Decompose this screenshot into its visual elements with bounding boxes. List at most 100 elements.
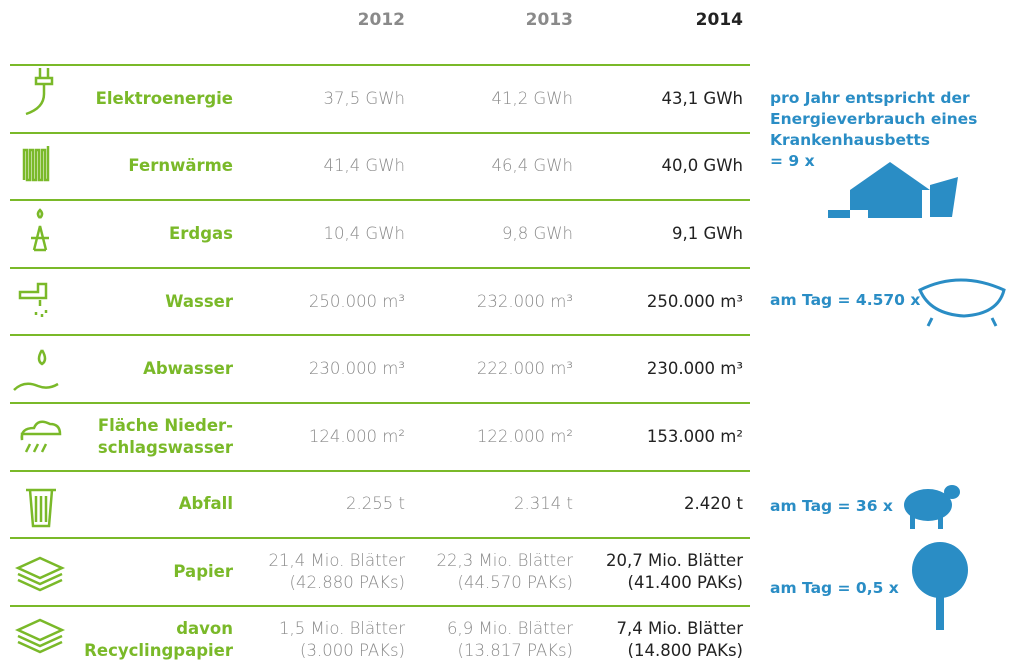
label-line: Wasser — [70, 291, 233, 313]
value-line: 1,5 Mio. Blätter — [230, 618, 405, 640]
value-line: 10,4 GWh — [230, 223, 405, 245]
value-line: 22,3 Mio. Blätter — [398, 550, 573, 572]
value-line: 9,1 GWh — [568, 223, 743, 245]
label-line: Fernwärme — [70, 155, 233, 177]
note-line: Energieverbrauch eines — [770, 109, 977, 130]
cell-value: 9,1 GWh — [568, 201, 743, 267]
value-line: 250.000 m³ — [230, 291, 405, 313]
value-line: (42.880 PAKs) — [230, 572, 405, 594]
value-line: 2.420 t — [568, 493, 743, 515]
cell-value: 250.000 m³ — [230, 269, 405, 335]
value-line: 222.000 m³ — [398, 358, 573, 380]
value-line: (13.817 PAKs) — [398, 640, 573, 662]
cell-value: 6,9 Mio. Blätter(13.817 PAKs) — [398, 607, 573, 672]
value-line: 20,7 Mio. Blätter — [568, 550, 743, 572]
note: am Tag = 36 x — [770, 496, 893, 517]
note: am Tag = 4.570 x — [770, 290, 920, 311]
value-line: 232.000 m³ — [398, 291, 573, 313]
label-line: Erdgas — [70, 223, 233, 245]
cell-value: 9,8 GWh — [398, 201, 573, 267]
note: am Tag = 0,5 x — [770, 578, 899, 599]
value-line: 124.000 m² — [230, 426, 405, 448]
note-line: pro Jahr entspricht der — [770, 88, 977, 109]
value-line: 6,9 Mio. Blätter — [398, 618, 573, 640]
cell-value: 43,1 GWh — [568, 66, 743, 132]
row-label: Papier — [70, 539, 233, 605]
value-line: 230.000 m³ — [230, 358, 405, 380]
cell-value: 46,4 GWh — [398, 134, 573, 200]
value-line: 230.000 m³ — [568, 358, 743, 380]
row-label: Erdgas — [70, 201, 233, 267]
value-line: 250.000 m³ — [568, 291, 743, 313]
cell-value: 124.000 m² — [230, 404, 405, 470]
cell-value: 40,0 GWh — [568, 134, 743, 200]
value-line: 2.255 t — [230, 493, 405, 515]
value-line: (41.400 PAKs) — [568, 572, 743, 594]
cell-value: 250.000 m³ — [568, 269, 743, 335]
note-line: Krankenhausbetts — [770, 130, 977, 151]
cell-value: 37,5 GWh — [230, 66, 405, 132]
cell-value: 153.000 m² — [568, 404, 743, 470]
label-line: Papier — [70, 561, 233, 583]
cell-value: 2.255 t — [230, 472, 405, 538]
cell-value: 21,4 Mio. Blätter(42.880 PAKs) — [230, 539, 405, 605]
cell-value: 230.000 m³ — [230, 336, 405, 402]
cell-value: 22,3 Mio. Blätter(44.570 PAKs) — [398, 539, 573, 605]
cell-value: 222.000 m³ — [398, 336, 573, 402]
value-line: 41,4 GWh — [230, 155, 405, 177]
label-line: Elektroenergie — [70, 88, 233, 110]
label-line: Fläche Nieder- — [70, 415, 233, 437]
value-line: 2.314 t — [398, 493, 573, 515]
column-header: 2012 — [245, 10, 405, 30]
value-line: 7,4 Mio. Blätter — [568, 618, 743, 640]
value-line: 37,5 GWh — [230, 88, 405, 110]
note-line: = 9 x — [770, 151, 977, 172]
cell-value: 232.000 m³ — [398, 269, 573, 335]
cell-value: 7,4 Mio. Blätter(14.800 PAKs) — [568, 607, 743, 672]
value-line: 21,4 Mio. Blätter — [230, 550, 405, 572]
row-label: Abwasser — [70, 336, 233, 402]
cell-value: 122.000 m² — [398, 404, 573, 470]
row-label: Fläche Nieder-schlagswasser — [70, 404, 233, 470]
cell-value: 1,5 Mio. Blätter(3.000 PAKs) — [230, 607, 405, 672]
column-header: 2014 — [583, 10, 743, 30]
cell-value: 41,4 GWh — [230, 134, 405, 200]
label-line: Abfall — [70, 493, 233, 515]
note-icons — [828, 162, 1004, 630]
value-line: 41,2 GWh — [398, 88, 573, 110]
label-line: Abwasser — [70, 358, 233, 380]
label-line: Recyclingpapier — [70, 640, 233, 662]
value-line: 9,8 GWh — [398, 223, 573, 245]
cell-value: 41,2 GWh — [398, 66, 573, 132]
value-line: 122.000 m² — [398, 426, 573, 448]
cell-value: 20,7 Mio. Blätter(41.400 PAKs) — [568, 539, 743, 605]
value-line: 46,4 GWh — [398, 155, 573, 177]
row-label: Abfall — [70, 472, 233, 538]
value-line: (14.800 PAKs) — [568, 640, 743, 662]
row-label: Fernwärme — [70, 134, 233, 200]
label-line: davon — [70, 618, 233, 640]
note-line: am Tag = 36 x — [770, 496, 893, 517]
cell-value: 2.314 t — [398, 472, 573, 538]
value-line: 40,0 GWh — [568, 155, 743, 177]
row-label: Elektroenergie — [70, 66, 233, 132]
row-label: Wasser — [70, 269, 233, 335]
note-line: am Tag = 4.570 x — [770, 290, 920, 311]
column-header: 2013 — [413, 10, 573, 30]
cell-value: 2.420 t — [568, 472, 743, 538]
note-line: am Tag = 0,5 x — [770, 578, 899, 599]
value-line: 43,1 GWh — [568, 88, 743, 110]
value-line: (44.570 PAKs) — [398, 572, 573, 594]
value-line: (3.000 PAKs) — [230, 640, 405, 662]
